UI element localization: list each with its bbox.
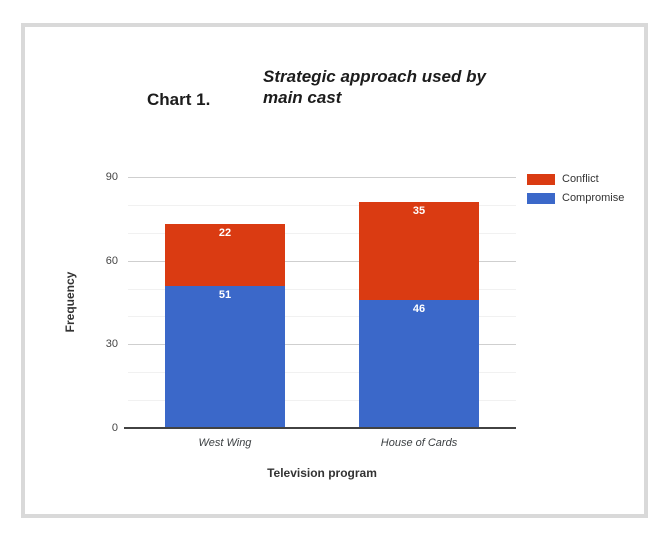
chart-title: Strategic approach used by main cast bbox=[263, 67, 486, 107]
legend-item-compromise: Compromise bbox=[527, 192, 624, 204]
minor-gridline bbox=[128, 204, 516, 206]
legend-swatch-conflict bbox=[527, 173, 555, 185]
major-gridline bbox=[128, 344, 516, 346]
legend-swatch-compromise bbox=[527, 192, 555, 204]
y-tick-label: 30 bbox=[105, 338, 118, 351]
y-axis-title: Frequency bbox=[63, 271, 77, 333]
minor-gridline bbox=[128, 372, 516, 374]
minor-gridline bbox=[128, 232, 516, 234]
minor-gridline bbox=[128, 288, 516, 290]
bar-value-label: 51 bbox=[218, 288, 232, 301]
y-tick-label: 60 bbox=[105, 254, 118, 267]
minor-gridline bbox=[128, 316, 516, 318]
plot-area bbox=[128, 177, 516, 428]
legend-item-conflict: Conflict bbox=[527, 173, 624, 185]
y-tick-label: 0 bbox=[111, 422, 118, 434]
legend-label-compromise: Compromise bbox=[562, 192, 625, 204]
x-axis-title: Television program bbox=[267, 466, 377, 480]
major-gridline bbox=[128, 260, 516, 262]
legend-label-conflict: Conflict bbox=[562, 173, 599, 185]
chart-number-label: Chart 1. bbox=[147, 90, 211, 109]
x-axis-baseline bbox=[124, 427, 516, 429]
x-category-label: West Wing bbox=[198, 437, 252, 449]
minor-gridline bbox=[128, 400, 516, 402]
x-category-label: House of Cards bbox=[380, 437, 458, 449]
bar-segment-conflict bbox=[359, 202, 479, 300]
bar-segment-conflict bbox=[165, 224, 285, 286]
major-gridline bbox=[128, 177, 516, 178]
bar-segment-compromise bbox=[359, 299, 479, 428]
y-tick-label: 90 bbox=[105, 171, 118, 183]
bar-segment-compromise bbox=[165, 285, 285, 428]
chart-card-frame bbox=[21, 23, 648, 518]
bar-value-label: 46 bbox=[412, 302, 426, 315]
chart-legend: Conflict Compromise bbox=[527, 173, 624, 211]
bar-value-label: 35 bbox=[412, 205, 426, 218]
bar-value-label: 22 bbox=[218, 227, 232, 240]
